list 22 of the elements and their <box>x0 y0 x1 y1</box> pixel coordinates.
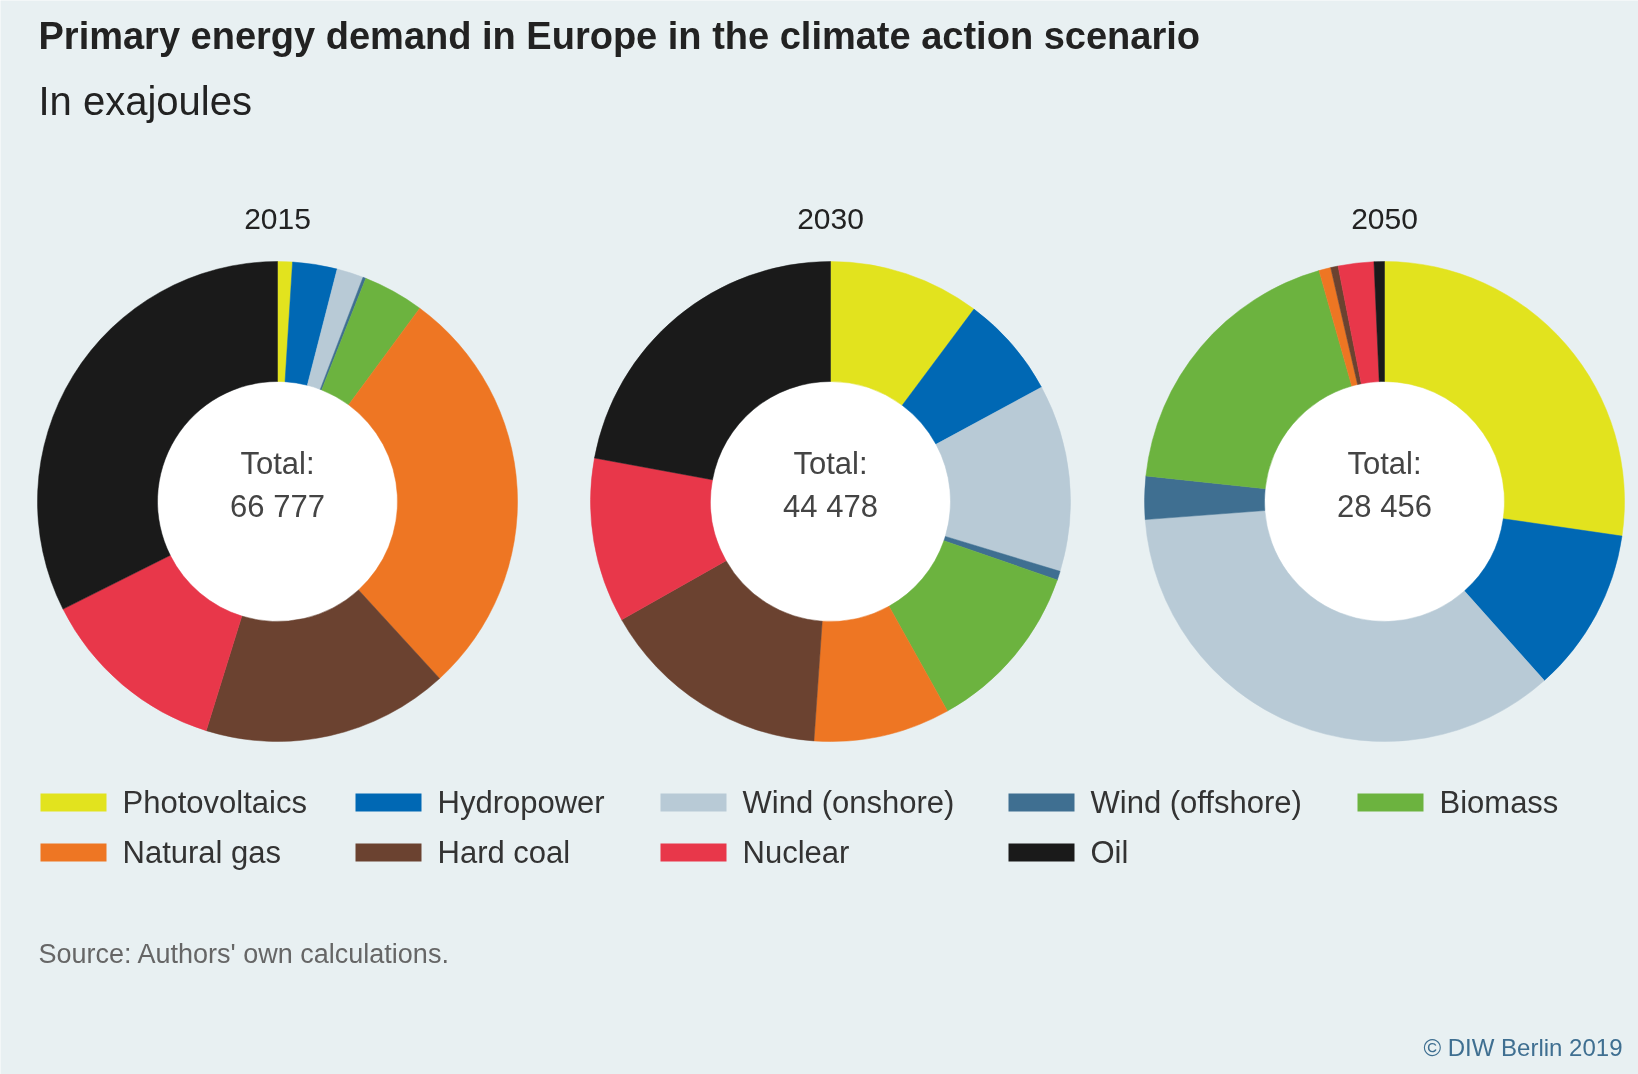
legend-label: Wind (onshore) <box>742 785 955 820</box>
slice-label: 2050 <box>1351 201 1418 235</box>
slice-label: 2030 <box>797 201 864 235</box>
chart-title: Primary energy demand in Europe in the climate action scenario <box>38 14 1200 57</box>
legend-label: Wind (offshore) <box>1090 785 1302 820</box>
text: Total: <box>793 445 868 481</box>
chart-subtitle: In exajoules <box>38 78 252 123</box>
legend-label: Photovoltaics <box>122 785 307 820</box>
slice-label: 2015 <box>244 201 311 235</box>
text: © DIW Berlin 2019 <box>1423 1033 1623 1061</box>
text: 44 478 <box>783 488 878 524</box>
legend-label: Natural gas <box>122 835 282 870</box>
legend-label: Biomass <box>1439 785 1559 820</box>
source-note: Source: Authors' own calculations. <box>38 938 449 969</box>
legend-label: Oil <box>1090 835 1129 870</box>
legend-label: Hard coal <box>437 835 571 870</box>
legend-label: Nuclear <box>742 835 850 870</box>
legend-label: Hydropower <box>437 785 605 820</box>
text: 66 777 <box>230 488 325 524</box>
text: Total: <box>1347 445 1422 481</box>
text: 28 456 <box>1337 488 1432 524</box>
text: Total: <box>240 445 315 481</box>
